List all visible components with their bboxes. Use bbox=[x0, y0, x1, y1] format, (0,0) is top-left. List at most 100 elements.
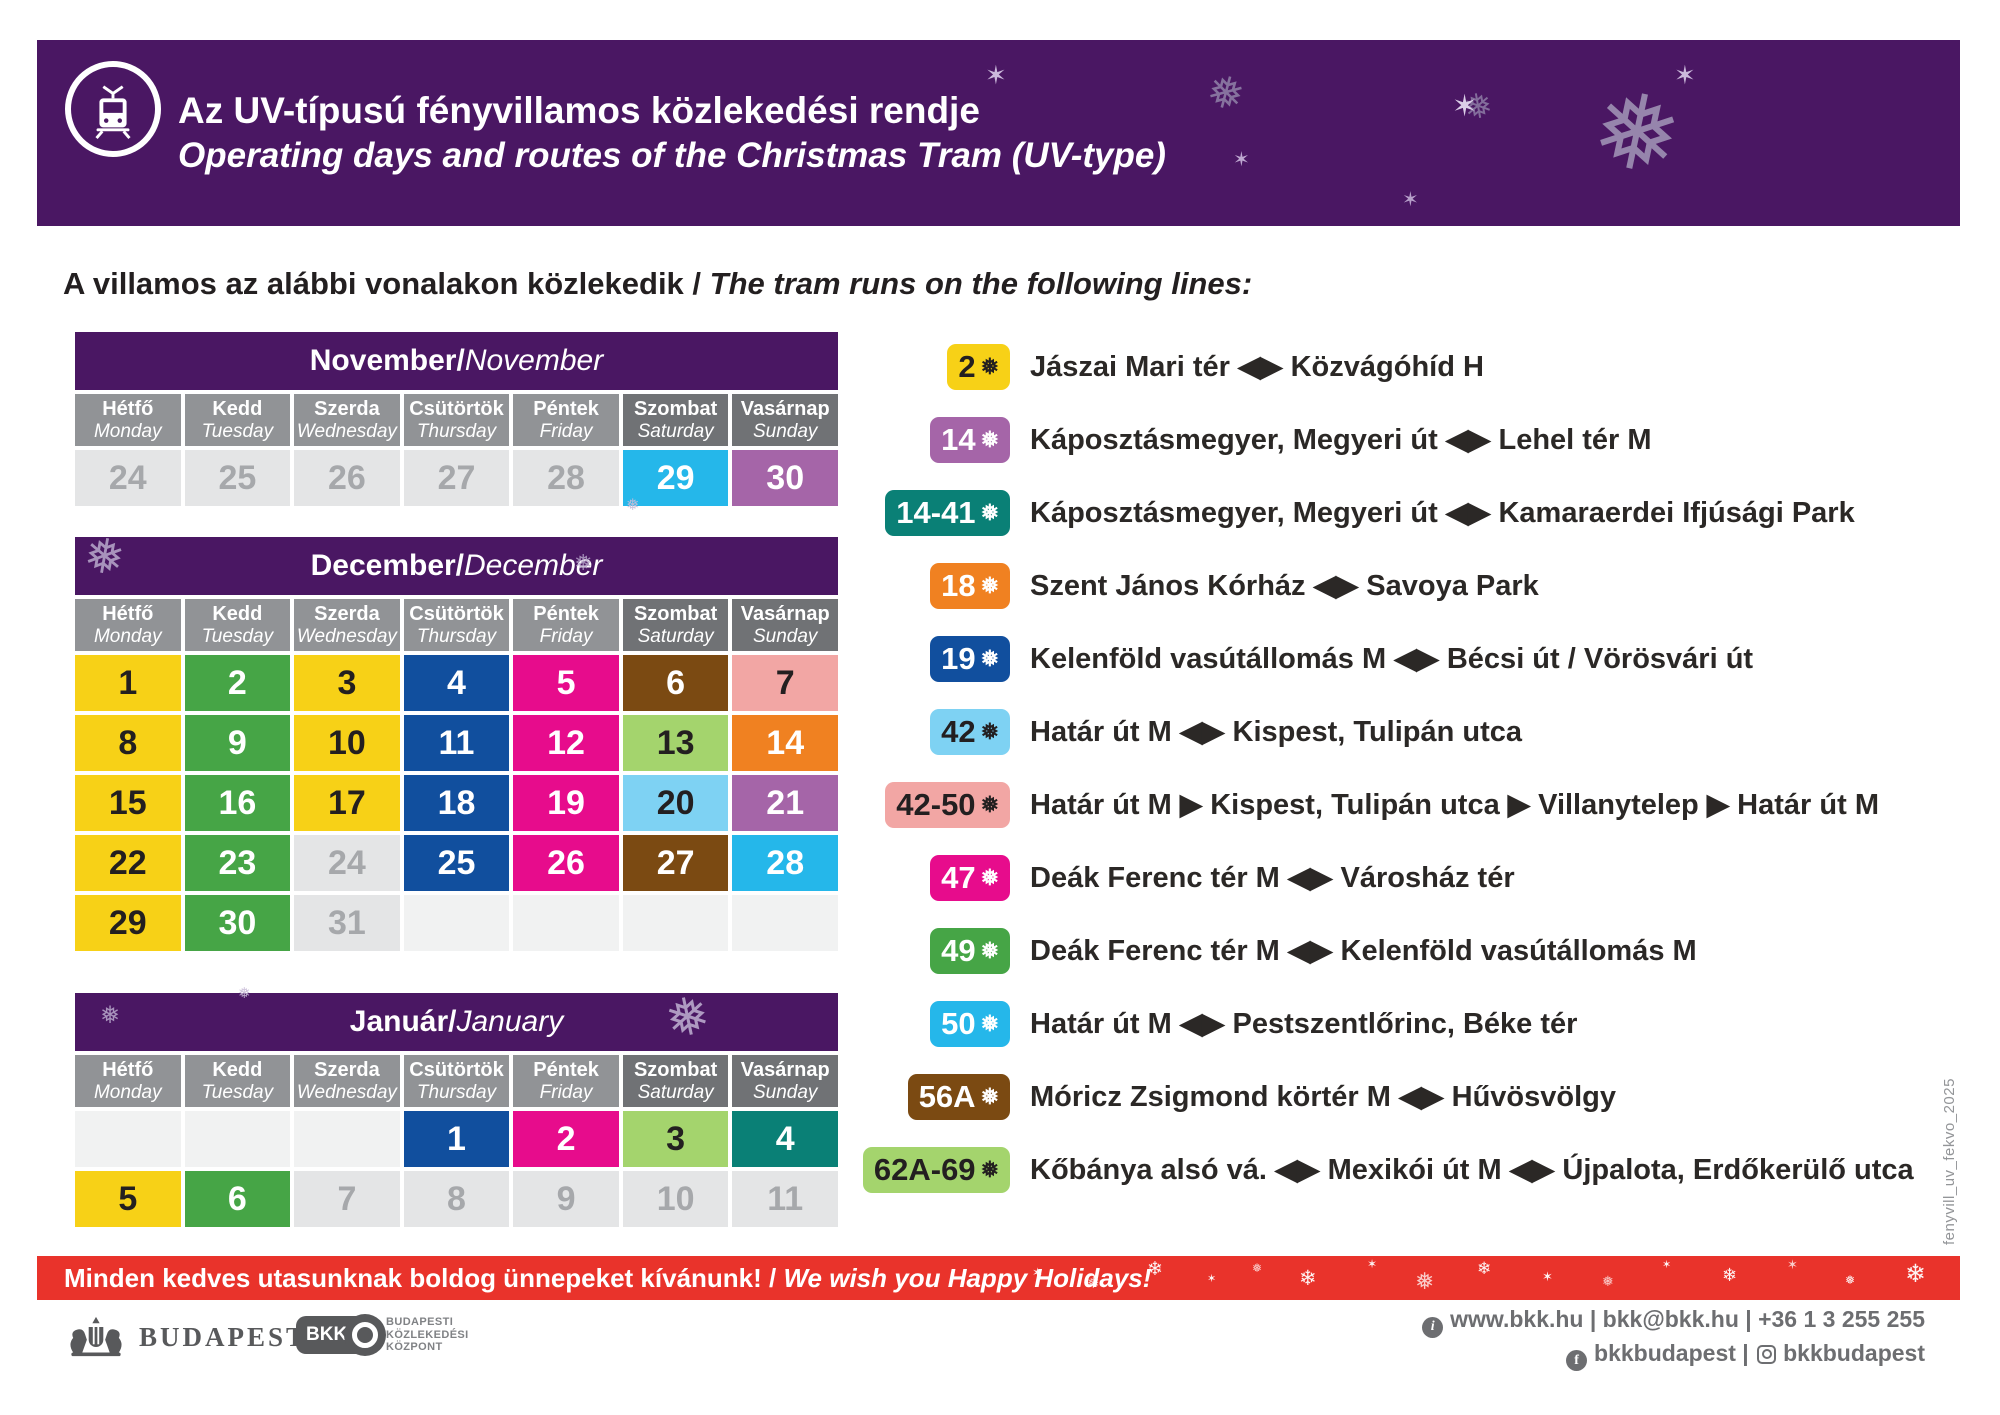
day-header-thursday: Csütörtök Thursday bbox=[403, 599, 510, 651]
snowflake-icon: ❅ bbox=[980, 1010, 999, 1036]
calendar-day-december-7: 7 bbox=[732, 655, 838, 711]
calendar-day-january-4: 4 bbox=[732, 1111, 838, 1167]
line-number: 14-41 bbox=[896, 494, 976, 530]
snowflake-decoration: ❄ bbox=[1299, 1267, 1317, 1290]
route-line-56A: 56A ❅ Móricz Zsigmond körtér M ◀▶ Hűvösvöl… bbox=[845, 1060, 1965, 1133]
tram-icon bbox=[95, 85, 131, 140]
calendar-day-december-27: 27 bbox=[622, 835, 729, 891]
calendar-day-december-15: 15 bbox=[75, 775, 181, 831]
day-header-wednesday: Szerda Wednesday bbox=[294, 599, 400, 651]
calendar-day-november-27: 27 bbox=[403, 450, 510, 506]
contact-line-2[interactable]: f bkkbudapest | bkkbudapest bbox=[1422, 1338, 1925, 1371]
route-line-47: 47 ❅ Deák Ferenc tér M ◀▶ Városház tér bbox=[845, 841, 1965, 914]
calendar-day-empty bbox=[294, 1111, 400, 1167]
day-header-wednesday: Szerda Wednesday bbox=[294, 1055, 400, 1107]
calendar-day-december-13: 13 bbox=[622, 715, 729, 771]
calendar-day-december-12: 12 bbox=[513, 715, 619, 771]
day-header-row: Hétfő Monday Kedd Tuesday Szerda Wednesday Csü… bbox=[75, 1055, 838, 1107]
line-badge-42-50: 42-50 ❅ bbox=[885, 781, 1010, 828]
line-number: 56A bbox=[918, 1078, 976, 1114]
intro-heading: A villamos az alábbi vonalakon közlekedi… bbox=[63, 266, 1252, 302]
line-badge-56A: 56A ❅ bbox=[907, 1073, 1010, 1120]
day-header-saturday: Szombat Saturday bbox=[622, 599, 729, 651]
route-line-62A-69: 62A-69 ❅ Kőbánya alsó vá. ◀▶ Mexikói út M … bbox=[845, 1133, 1965, 1206]
snowflake-decoration: ❅ bbox=[1252, 1261, 1263, 1275]
calendar-day-november-25: 25 bbox=[184, 450, 291, 506]
date-grid: 1 2 3 4 5 6 7 8 9 10 11 12 13 14 15 16 17 18 19 20 21 22 23 24 2… bbox=[75, 655, 838, 951]
snowflake-decoration: ❅ bbox=[1460, 85, 1496, 129]
holiday-banner: Minden kedves utasunknak boldog ünnepeke… bbox=[37, 1256, 1960, 1300]
snowflake-decoration: ✶ bbox=[1674, 60, 1696, 90]
calendar-day-january-7: 7 bbox=[294, 1171, 400, 1227]
calendar-day-january-6: 6 bbox=[184, 1171, 291, 1227]
day-header-monday: Hétfő Monday bbox=[75, 599, 181, 651]
calendar-day-january-3: 3 bbox=[622, 1111, 729, 1167]
bkk-badge-icon: BKK bbox=[296, 1314, 386, 1356]
snowflake-decoration: ✶ bbox=[1402, 189, 1419, 211]
day-header-tuesday: Kedd Tuesday bbox=[184, 1055, 291, 1107]
day-header-tuesday: Kedd Tuesday bbox=[184, 394, 291, 446]
snowflake-decoration: ✶ bbox=[985, 60, 1007, 90]
day-header-monday: Hétfő Monday bbox=[75, 394, 181, 446]
calendar-day-december-23: 23 bbox=[184, 835, 291, 891]
intro-separator: / bbox=[683, 266, 710, 301]
snowflake-decoration: ✶ bbox=[1542, 1269, 1553, 1284]
route-line-19: 19 ❅ Kelenföld vasútállomás M ◀▶ Bécsi út … bbox=[845, 622, 1965, 695]
line-number: 18 bbox=[941, 567, 976, 603]
route-description: Kőbánya alsó vá. ◀▶ Mexikói út M ◀▶ Újpa… bbox=[1030, 1154, 1914, 1186]
line-number: 2 bbox=[958, 348, 976, 384]
banner-hungarian: Minden kedves utasunknak boldog ünnepeke… bbox=[64, 1263, 762, 1293]
snowflake-decoration: ✶ bbox=[1367, 1257, 1378, 1271]
line-badge-62A-69: 62A-69 ❅ bbox=[862, 1146, 1010, 1193]
instagram-handle[interactable]: bkkbudapest bbox=[1783, 1339, 1925, 1366]
budapest-coat-of-arms-icon bbox=[70, 1316, 122, 1357]
route-description: Káposztásmegyer, Megyeri út ◀▶ Lehel tér… bbox=[1030, 424, 1652, 456]
route-description: Határ út M ◀▶ Kispest, Tulipán utca bbox=[1030, 716, 1523, 748]
route-description: Határ út M ◀▶ Pestszentlőrinc, Béke tér bbox=[1030, 1008, 1578, 1040]
bkk-organization-name: BUDAPESTI KÖZLEKEDÉSI KÖZPONT bbox=[386, 1316, 469, 1354]
line-badge-18: 18 ❅ bbox=[930, 562, 1010, 609]
calendar-day-december-25: 25 bbox=[403, 835, 510, 891]
calendar-day-empty bbox=[622, 895, 729, 951]
route-line-2: 2 ❅ Jászai Mari tér ◀▶ Közvágóhíd H bbox=[845, 330, 1965, 403]
snowflake-icon: ❅ bbox=[980, 1156, 999, 1182]
day-header-friday: Péntek Friday bbox=[513, 599, 619, 651]
contact-web-phone[interactable]: www.bkk.hu | bkk@bkk.hu | +36 1 3 255 25… bbox=[1450, 1306, 1925, 1332]
line-number: 14 bbox=[941, 421, 976, 457]
line-badge-50: 50 ❅ bbox=[930, 1000, 1010, 1047]
facebook-handle[interactable]: bkkbudapest bbox=[1594, 1339, 1736, 1366]
snowflake-icon: ❅ bbox=[980, 645, 999, 671]
calendar-day-december-5: 5 bbox=[513, 655, 619, 711]
snowflake-icon: ❅ bbox=[980, 499, 999, 525]
line-badge-42: 42 ❅ bbox=[930, 708, 1010, 755]
intro-hungarian: A villamos az alábbi vonalakon közlekedi… bbox=[63, 266, 684, 301]
calendars-column: November / November Hétfő Monday Kedd Tuesda… bbox=[75, 332, 838, 1258]
contact-info: i www.bkk.hu | bkk@bkk.hu | +36 1 3 255 2… bbox=[1422, 1304, 1925, 1371]
budapest-logo: BUDAPEST bbox=[63, 1316, 307, 1358]
snowflake-icon: ❅ bbox=[980, 864, 999, 890]
calendar-day-empty bbox=[75, 1111, 181, 1167]
snowflake-decoration: ❅ bbox=[1201, 65, 1250, 122]
snowflake-icon: ❅ bbox=[980, 572, 999, 598]
calendar-day-empty bbox=[513, 895, 619, 951]
snowflake-decoration: ❄ bbox=[1905, 1260, 1926, 1288]
snowflake-icon: ❅ bbox=[980, 791, 999, 817]
route-description: Deák Ferenc tér M ◀▶ Kelenföld vasútállo… bbox=[1030, 935, 1697, 967]
calendar-day-december-4: 4 bbox=[403, 655, 510, 711]
route-description: Kelenföld vasútállomás M ◀▶ Bécsi út / V… bbox=[1030, 643, 1754, 675]
route-line-42-50: 42-50 ❅ Határ út M ▶ Kispest, Tulipán utca… bbox=[845, 768, 1965, 841]
day-header-thursday: Csütörtök Thursday bbox=[403, 1055, 510, 1107]
month-name-english: December bbox=[464, 549, 603, 582]
calendar-day-december-29: 29 bbox=[75, 895, 181, 951]
month-name-hungarian: December bbox=[310, 549, 456, 582]
calendar-day-november-29: 29 bbox=[622, 450, 729, 506]
facebook-icon: f bbox=[1566, 1350, 1588, 1371]
snowflake-icon: ❅ bbox=[980, 718, 999, 744]
contact-line-1[interactable]: i www.bkk.hu | bkk@bkk.hu | +36 1 3 255 2… bbox=[1422, 1304, 1925, 1338]
month-name-hungarian: Január bbox=[349, 1005, 449, 1038]
day-header-row: Hétfő Monday Kedd Tuesday Szerda Wednesday Csü… bbox=[75, 599, 838, 651]
line-badge-19: 19 ❅ bbox=[930, 635, 1010, 682]
budapest-wordmark: BUDAPEST bbox=[139, 1321, 308, 1352]
route-description: Jászai Mari tér ◀▶ Közvágóhíd H bbox=[1030, 351, 1484, 383]
calendar-december: December / December Hétfő Monday Kedd Tuesda… bbox=[75, 537, 838, 951]
